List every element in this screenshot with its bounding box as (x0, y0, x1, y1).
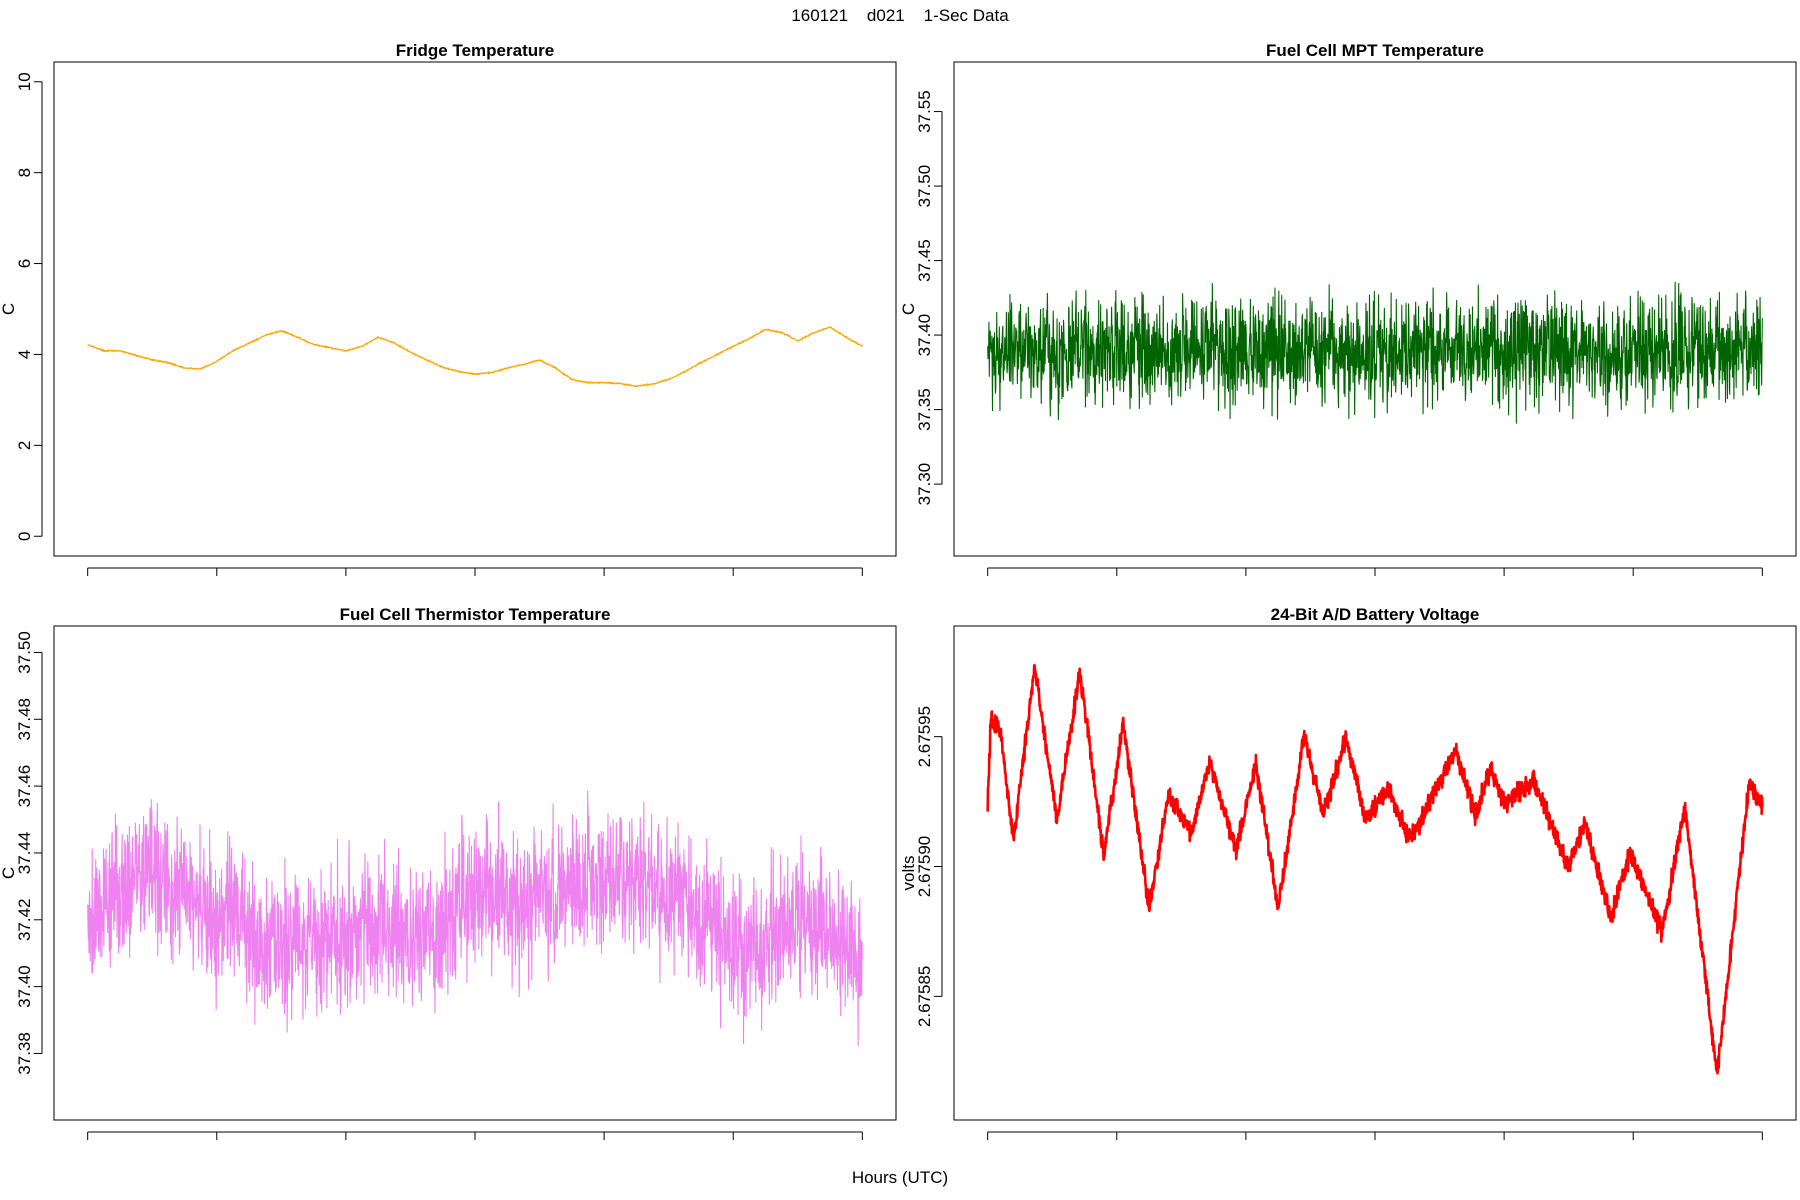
series-line (986, 663, 1764, 1075)
y-axis-label: volts (900, 856, 918, 891)
x-tick-label: 20 (1624, 1145, 1643, 1146)
y-tick-label: 37.50 (15, 631, 34, 674)
panel-battery-voltage: 24-Bit A/D Battery Voltage volts 0 4 8 12 16 20… (900, 600, 1800, 1146)
y-tick-label: 37.35 (915, 388, 934, 431)
x-tick-label: 20 (1624, 581, 1643, 582)
x-tick-label: 20 (724, 1145, 743, 1146)
chart-fuel-cell-mpt-temperature: Fuel Cell MPT Temperature C 0 4 8 12 16 20 24 37.… (900, 41, 1797, 582)
x-tick-label: 24 (1753, 1145, 1772, 1146)
y-axis-label: C (0, 303, 18, 315)
chart-title: Fuel Cell Thermistor Temperature (340, 605, 611, 624)
y-tick-label: 37.38 (15, 1032, 34, 1075)
x-tick-label: 0 (83, 581, 92, 582)
y-tick-label: 6 (15, 259, 34, 268)
panel-fuel-cell-thermistor-temperature: Fuel Cell Thermistor Temperature C 0 4 8 12 16… (0, 600, 900, 1146)
chart-fuel-cell-thermistor-temperature: Fuel Cell Thermistor Temperature C 0 4 8 12 16… (0, 605, 897, 1146)
chart-title: Fridge Temperature (396, 41, 554, 60)
x-tick-label: 8 (1241, 1145, 1250, 1146)
x-tick-label: 4 (1112, 1145, 1121, 1146)
x-tick-label: 12 (1366, 581, 1385, 582)
x-tick-label: 8 (1241, 581, 1250, 582)
x-tick-label: 24 (853, 1145, 872, 1146)
y-tick-label: 37.46 (15, 765, 34, 808)
x-tick-label: 0 (83, 1145, 92, 1146)
y-tick-label: 37.50 (915, 165, 934, 208)
y-tick-label: 37.45 (915, 239, 934, 282)
plot-frame (53, 625, 897, 1121)
x-tick-label: 12 (1366, 1145, 1385, 1146)
x-tick-label: 20 (724, 581, 743, 582)
y-tick-label: 0 (15, 532, 34, 541)
x-tick-label: 16 (1495, 1145, 1514, 1146)
chart-title: Fuel Cell MPT Temperature (1266, 41, 1484, 60)
y-tick-label: 8 (15, 168, 34, 177)
y-tick-label: 37.48 (15, 698, 34, 741)
y-tick-label: 2.67590 (915, 836, 934, 897)
x-tick-label: 24 (853, 581, 872, 582)
x-tick-label: 8 (341, 581, 350, 582)
figure-title: 160121 d021 1-Sec Data (791, 6, 1009, 25)
x-tick-label: 16 (595, 581, 614, 582)
x-tick-label: 12 (466, 581, 485, 582)
plot-frame (53, 61, 897, 557)
chart-battery-voltage: 24-Bit A/D Battery Voltage volts 0 4 8 12 16 20… (900, 605, 1797, 1146)
plot-frame (953, 625, 1797, 1121)
x-tick-label: 12 (466, 1145, 485, 1146)
x-tick-label: 0 (983, 1145, 992, 1146)
y-tick-label: 37.42 (15, 899, 34, 942)
y-tick-label: 37.55 (915, 90, 934, 133)
x-tick-label: 24 (1753, 581, 1772, 582)
x-tick-label: 8 (341, 1145, 350, 1146)
panel-fridge-temperature: Fridge TemperatureC048121620240246810 (0, 36, 900, 582)
series-line (87, 326, 863, 388)
plot-frame (953, 61, 1797, 557)
x-tick-label: 0 (983, 581, 992, 582)
series-line (87, 790, 863, 1046)
figure-x-axis-label: Hours (UTC) (851, 1168, 949, 1187)
y-tick-label: 2.67595 (915, 706, 934, 767)
x-tick-label: 16 (1495, 581, 1514, 582)
chart-fridge-temperature: Fridge TemperatureC048121620240246810 (0, 41, 897, 582)
x-tick-label: 4 (212, 1145, 221, 1146)
y-tick-label: 2.67585 (915, 966, 934, 1027)
y-tick-label: 37.40 (915, 314, 934, 357)
series-line (987, 281, 1763, 424)
y-tick-label: 37.44 (15, 832, 34, 875)
chart-title: 24-Bit A/D Battery Voltage (1271, 605, 1480, 624)
y-tick-label: 4 (15, 350, 34, 359)
x-tick-label: 4 (212, 581, 221, 582)
y-tick-label: 37.30 (915, 463, 934, 506)
y-tick-label: 10 (15, 72, 34, 91)
y-axis-label: C (0, 867, 18, 879)
panel-fuel-cell-mpt-temperature: Fuel Cell MPT Temperature C 0 4 8 12 16 20 24 37.… (900, 36, 1800, 582)
y-axis-label: C (900, 303, 918, 315)
y-tick-label: 2 (15, 441, 34, 450)
y-tick-label: 37.40 (15, 965, 34, 1008)
x-tick-label: 4 (1112, 581, 1121, 582)
x-tick-label: 16 (595, 1145, 614, 1146)
